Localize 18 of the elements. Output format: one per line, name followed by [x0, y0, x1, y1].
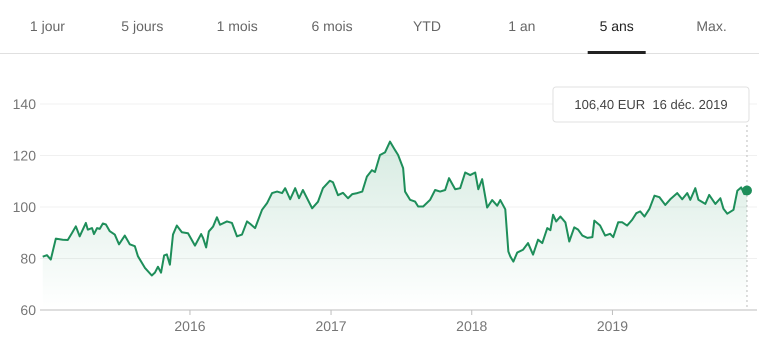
text: 6 mois: [311, 18, 353, 34]
annotation: 106,40 EUR 16 déc. 2019: [574, 97, 728, 112]
text: 5 jours: [121, 18, 164, 34]
text: 1 mois: [216, 18, 258, 34]
x-tick-label: 2017: [315, 318, 347, 334]
y-tick-label: 120: [12, 147, 36, 164]
text: 1 jour: [30, 18, 66, 34]
x-tick-label: 2019: [596, 318, 628, 334]
y-tick-label: 140: [12, 96, 36, 112]
text: 5 ans: [600, 18, 634, 34]
text: YTD: [412, 18, 441, 34]
x-tick-label: 2016: [174, 318, 206, 334]
y-tick-label: 80: [20, 250, 36, 266]
text: 1 an: [508, 18, 536, 34]
text: Max.: [696, 18, 727, 34]
x-tick-label: 2018: [456, 318, 488, 334]
y-tick-label: 60: [20, 302, 36, 318]
y-tick-label: 100: [12, 198, 36, 215]
